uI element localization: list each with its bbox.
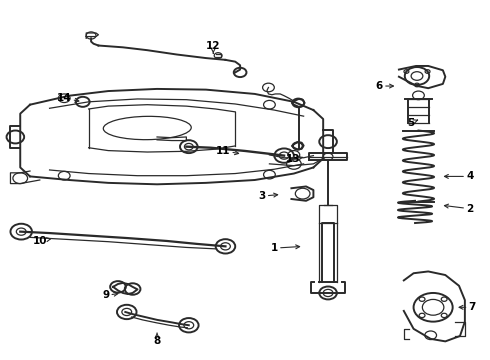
Text: 4: 4 (444, 171, 473, 181)
Text: 6: 6 (376, 81, 393, 91)
Text: 3: 3 (259, 191, 278, 201)
Text: 9: 9 (102, 291, 118, 301)
Text: 14: 14 (57, 93, 79, 103)
Text: 8: 8 (153, 333, 161, 346)
Text: 7: 7 (459, 302, 476, 312)
Text: 13: 13 (286, 154, 303, 164)
Text: 12: 12 (206, 41, 220, 53)
Text: 5: 5 (408, 118, 417, 128)
Text: 2: 2 (444, 204, 473, 214)
Text: 10: 10 (32, 236, 50, 246)
Text: 11: 11 (216, 145, 239, 156)
Text: 1: 1 (270, 243, 299, 253)
